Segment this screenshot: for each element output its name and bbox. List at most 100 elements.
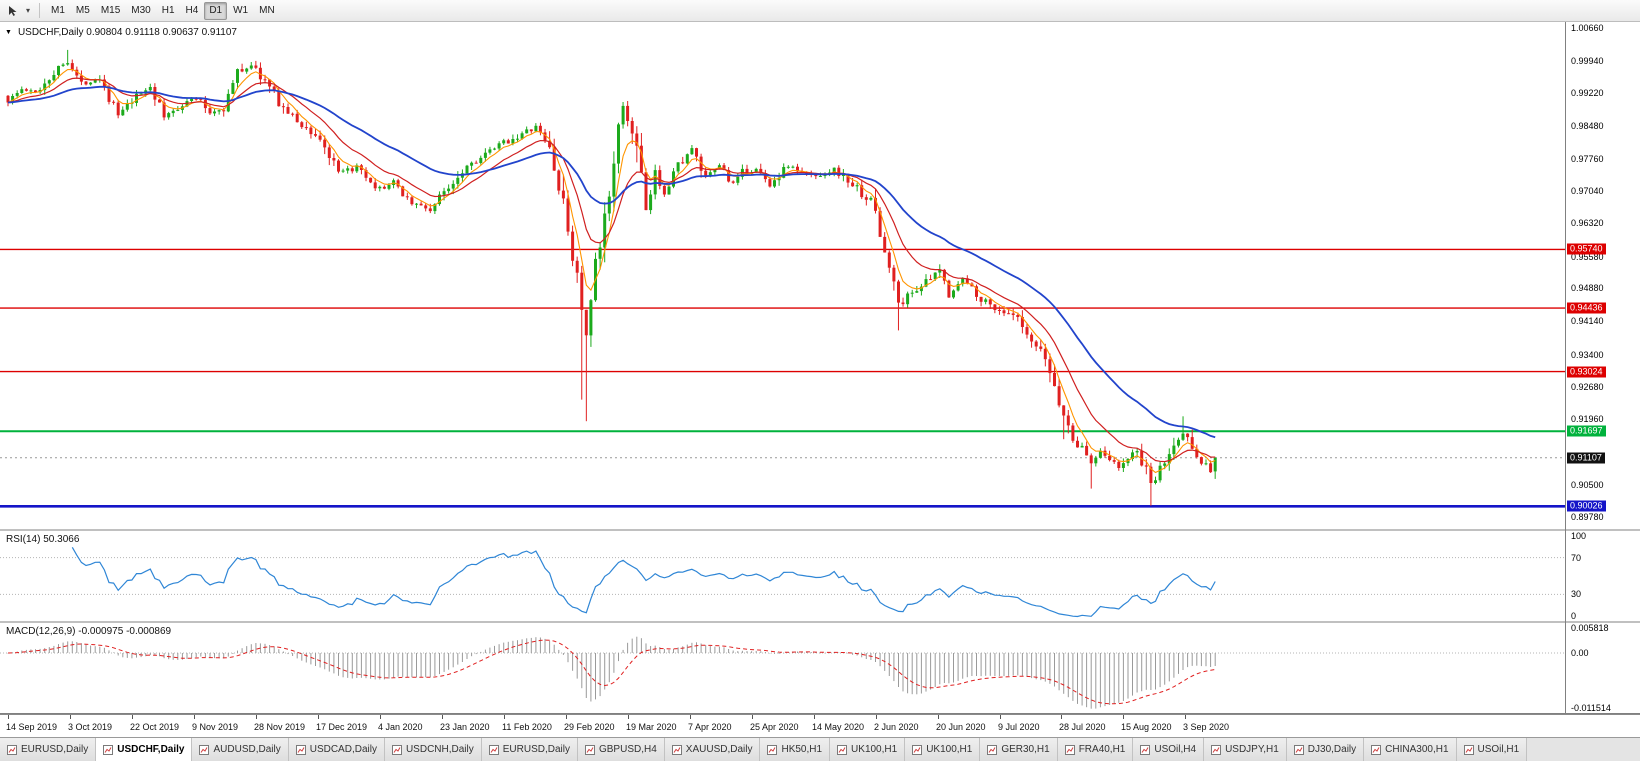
chart-tab-icon — [199, 744, 210, 755]
candle-body — [1177, 439, 1180, 446]
macd-histogram-bar — [507, 641, 509, 653]
macd-histogram-bar — [751, 651, 753, 653]
chart-tab[interactable]: USOil,H1 — [1456, 738, 1528, 761]
macd-histogram-bar — [310, 653, 312, 665]
time-axis-tick — [504, 715, 505, 719]
macd-histogram-bar — [53, 645, 55, 653]
macd-histogram-bar — [650, 646, 652, 653]
time-axis-tick — [194, 715, 195, 719]
toolbar-separator — [39, 3, 40, 18]
macd-histogram-bar — [590, 653, 592, 702]
candle-body — [942, 269, 946, 281]
chart-tab[interactable]: UK100,H1 — [830, 738, 906, 761]
timeframe-button-d1[interactable]: D1 — [204, 1, 228, 20]
macd-histogram-bar — [1109, 653, 1111, 705]
macd-histogram-bar — [911, 653, 913, 695]
macd-histogram-bar — [879, 653, 881, 667]
chart-tab[interactable]: AUDUSD,Daily — [192, 738, 289, 761]
macd-histogram-bar — [108, 650, 110, 653]
macd-histogram-bar — [1113, 653, 1115, 704]
macd-histogram-bar — [416, 653, 417, 678]
chart-tab[interactable]: CHINA300,H1 — [1364, 738, 1457, 761]
time-axis-tick — [8, 715, 9, 719]
candle-body — [465, 165, 469, 174]
chart-tab[interactable]: USDCAD,Daily — [288, 738, 385, 761]
macd-histogram-bar — [1136, 653, 1138, 693]
time-axis-label: 15 Aug 2020 — [1121, 722, 1172, 732]
macd-histogram-bar — [397, 653, 399, 677]
price-axis[interactable]: 1.00660 0.99940 0.99220 0.98480 0.97760 0.970… — [1566, 22, 1640, 714]
candle-body — [1089, 455, 1093, 464]
chart-tab[interactable]: USOil,H4 — [1133, 738, 1205, 761]
macd-axis-label: -0.011514 — [1571, 703, 1611, 713]
chart-tab[interactable]: USDJPY,H1 — [1204, 738, 1287, 761]
cursor-tool-icon[interactable] — [4, 3, 22, 19]
dropdown-caret-icon[interactable]: ▾ — [25, 6, 30, 15]
chart-tab[interactable]: XAUUSD,Daily — [664, 738, 761, 761]
macd-histogram-bar — [383, 653, 385, 680]
candle-body — [199, 98, 203, 100]
chart-tab[interactable]: EURUSD,Daily — [481, 738, 578, 761]
macd-histogram-bar — [920, 653, 922, 694]
macd-histogram-bar — [35, 649, 36, 653]
candle-body — [878, 210, 882, 237]
macd-histogram-bar — [852, 653, 854, 655]
macd-histogram-bar — [94, 646, 96, 653]
chart-tab[interactable]: HK50,H1 — [760, 738, 831, 761]
candle-body — [1016, 315, 1020, 317]
macd-histogram-bar — [774, 653, 775, 654]
candle-body — [1085, 445, 1089, 456]
candle-body — [1112, 460, 1116, 462]
time-axis-tick — [70, 715, 71, 719]
candle-body — [70, 63, 74, 70]
macd-histogram-bar — [1178, 653, 1179, 674]
chart-tab[interactable]: FRA40,H1 — [1057, 738, 1134, 761]
price-axis-label: 0.90500 — [1571, 480, 1604, 491]
timeframe-button-m30[interactable]: M30 — [131, 5, 151, 16]
chart-tab-icon — [1211, 744, 1222, 755]
collapse-arrow-icon[interactable]: ▼ — [5, 29, 12, 36]
chart-canvas[interactable] — [0, 22, 1640, 714]
chart-tab[interactable]: USDCNH,Daily — [384, 738, 482, 761]
candle-body — [979, 296, 983, 302]
macd-histogram-bar — [971, 653, 973, 676]
candle-body — [864, 197, 868, 200]
macd-histogram-bar — [907, 653, 909, 694]
time-axis[interactable]: 14 Sep 2019 3 Oct 2019 22 Oct 2019 9 Nov 20… — [0, 714, 1640, 737]
chart-tab[interactable]: DJ30,Daily — [1286, 738, 1365, 761]
timeframe-button-w1[interactable]: W1 — [233, 5, 249, 16]
macd-histogram-bar — [1021, 653, 1023, 676]
timeframe-button-h4[interactable]: H4 — [185, 5, 199, 16]
candle-body — [11, 96, 15, 103]
timeframe-button-m5[interactable]: M5 — [75, 5, 90, 16]
chart-tab[interactable]: GBPUSD,H4 — [577, 738, 665, 761]
candle-body — [222, 110, 226, 112]
macd-histogram-bar — [718, 646, 720, 653]
macd-histogram-bar — [631, 638, 633, 653]
chart-tab[interactable]: UK100,H1 — [905, 738, 981, 761]
chart-tab[interactable]: GER30,H1 — [980, 738, 1058, 761]
candle-body — [369, 177, 373, 183]
candle-body — [534, 125, 538, 132]
timeframe-button-h1[interactable]: H1 — [161, 5, 175, 16]
timeframe-button-m1[interactable]: M1 — [51, 5, 65, 16]
chart-tab[interactable]: USDCHF,Daily — [96, 738, 193, 761]
candle-body — [708, 172, 712, 177]
candle-body — [254, 65, 258, 68]
macd-histogram-bar — [131, 653, 133, 659]
macd-histogram-bar — [241, 648, 243, 653]
macd-histogram — [7, 636, 1216, 709]
candle-body — [194, 98, 198, 100]
timeframe-button-mn[interactable]: MN — [259, 5, 275, 16]
macd-histogram-bar — [388, 653, 390, 679]
candle-body — [548, 141, 552, 148]
candle-body — [722, 165, 726, 170]
timeframe-button-m15[interactable]: M15 — [100, 5, 121, 16]
chart-tab-icon — [1371, 744, 1382, 755]
price-axis-label: 0.92680 — [1571, 382, 1604, 393]
macd-histogram-bar — [764, 652, 766, 653]
chart-tab[interactable]: EURUSD,Daily — [0, 738, 97, 761]
candle-body — [488, 149, 492, 153]
price-axis-label: 0.94140 — [1571, 316, 1604, 327]
macd-histogram-bar — [1118, 653, 1120, 703]
